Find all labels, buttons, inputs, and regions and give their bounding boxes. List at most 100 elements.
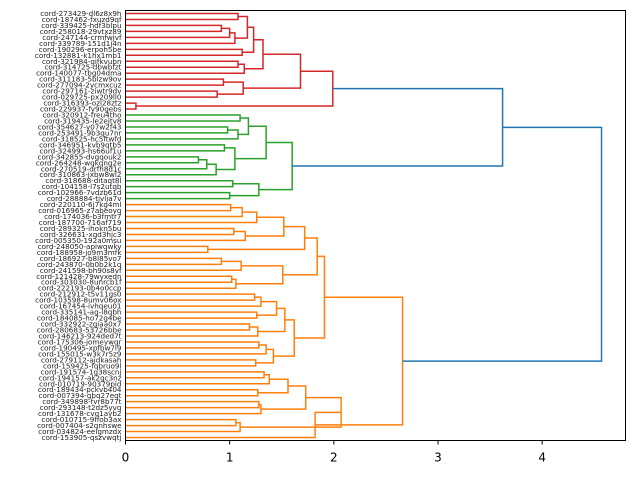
dendrogram-link [245, 216, 285, 237]
leaf-label: cord-220110-6j7kg4ml [40, 200, 122, 209]
leaf-label: cord-155015-w3k7r5z9 [38, 349, 122, 358]
dendrogram-link [125, 296, 262, 307]
leaf-label: cord-326631-xgd3hjc3 [40, 230, 121, 239]
leaf-label: cord-174036-b3fmtr7 [44, 212, 121, 221]
x-axis: 0 1 2 3 4 [122, 440, 546, 465]
leaf-label: cord-159425-fqbruo9l [43, 361, 122, 370]
dendrogram-link [125, 227, 235, 236]
dendrogram-link [125, 27, 231, 39]
dendrogram-link [125, 371, 265, 379]
dendrogram-link [125, 90, 218, 98]
dendrogram-link [125, 203, 232, 212]
dendrogram-links [125, 12, 603, 439]
dendrogram-link [256, 300, 278, 316]
dendrogram-link [125, 159, 208, 170]
leaf-label: cord-339789-151d1j4n [39, 39, 121, 48]
leaf-label: cord-288884-tjvlja7v [47, 194, 122, 203]
dendrogram-link [235, 265, 284, 285]
dendrogram-link [125, 24, 223, 33]
leaf-label: cord-248050-apiwqwky [38, 242, 123, 251]
dendrogram-link [125, 126, 229, 134]
leaf-label: cord-229937-fy90gebs [40, 105, 122, 114]
leaf-label: cord-184085-ho72g4be [37, 314, 122, 323]
dendrogram-link [125, 275, 233, 283]
leaf-label: cord-310863-jxbw8wl2 [39, 170, 121, 179]
dendrogram-link [125, 12, 239, 21]
dendrogram-link [125, 374, 270, 385]
leaf-label: cord-140077-tbg04dma [36, 69, 121, 78]
leaf-label: cord-191574-1g38scnj [41, 367, 122, 376]
leaf-label: cord-297161-ziwtr9dv [42, 87, 122, 96]
dendrogram-link [135, 70, 334, 107]
dendrogram-link [125, 326, 259, 337]
leaf-label: cord-354627-y07w2f43 [38, 122, 122, 131]
leaf-label: cord-324993-hs66uf1u [39, 146, 121, 155]
dendrogram-link [125, 63, 245, 74]
leaf-label: cord-188958-jo9m3mfk [37, 248, 122, 257]
dendrogram-link [125, 60, 239, 68]
dendrogram-link [294, 255, 326, 339]
leaf-label: cord-243870-0b0b2k1q [37, 260, 122, 269]
leaf-label: cord-194157-ak2gc3nz [39, 373, 122, 382]
dendrogram-link [125, 129, 239, 140]
leaf-label: cord-280683-53726bbe [37, 326, 122, 335]
dendrogram-link [125, 114, 241, 122]
x-tick-label: 0 [122, 451, 130, 465]
leaf-label: cord-029725-px209ll0 [42, 93, 122, 102]
dendrogram-link [217, 81, 244, 95]
leaf-label: cord-190495-xpfbw7l9 [40, 343, 122, 352]
dendrogram-link [273, 319, 295, 357]
leaf-label: cord-303030-8unrcb1f [41, 278, 122, 287]
dendrogram-link [125, 102, 137, 110]
dendrogram-link [260, 385, 307, 410]
dendrogram-link [125, 179, 234, 188]
x-tick-label: 1 [226, 451, 234, 465]
leaf-label: cord-167454-ivhqeu01 [40, 302, 122, 311]
leaf-label: cord-349898-fvr8b77t [42, 397, 121, 406]
dendrogram-link [125, 156, 200, 164]
leaf-label: cord-153905-qszvwqtj [42, 433, 122, 442]
leaf-label: cord-222193-0b4o0ccp [38, 284, 122, 293]
leaf-label: cord-320912-freu4tho [42, 111, 121, 120]
leaf-label: cord-010715-9ffob3ax [41, 415, 122, 424]
dendrogram-link [125, 418, 237, 427]
leaf-label: cord-319435-le2ejtv8 [44, 116, 122, 125]
dendrogram-link [243, 53, 302, 89]
dendrogram-link [315, 296, 404, 426]
leaf-label: cord-277094-2ycmxcuz [37, 81, 122, 90]
leaf-label: cord-270519-drfh8d1c [41, 164, 122, 173]
leaf-label: cord-253491-9b3qu7nr [38, 128, 121, 137]
dendrogram-link [207, 225, 306, 251]
leaf-label: cord-339425-hdf3blpu [41, 21, 121, 30]
dendrogram-link [125, 206, 243, 218]
leaf-label: cord-314725-dbwbfzt [44, 63, 121, 72]
leaf-label: cord-318525-hc5ftwfd [42, 134, 122, 143]
dendrogram-link [125, 359, 257, 367]
leaf-label: cord-342855-dvgqouk2 [38, 152, 122, 161]
dendrogram-link [125, 311, 258, 319]
dendrogram-link [125, 257, 223, 266]
leaf-label: cord-189434-pckvb404 [38, 385, 122, 394]
x-tick-label: 3 [434, 451, 442, 465]
dendrogram-link [125, 388, 259, 397]
leaf-label: cord-016965-z7abeoyq [38, 206, 121, 215]
leaf-label: cord-311183-5blzw9ov [39, 75, 122, 84]
leaf-label: cord-318688-ditaqt8l [45, 176, 121, 185]
dendrogram-link [125, 245, 209, 254]
leaf-label: cord-132881-k1hx1mb1 [35, 51, 122, 60]
leaf-label: cord-005350-192a0msu [35, 236, 121, 245]
dendrogram-link [402, 126, 603, 362]
dendrogram-link [125, 411, 342, 439]
dendrogram-link [257, 307, 286, 333]
dendrogram-link [282, 237, 318, 276]
dendrogram-link [234, 125, 267, 160]
plot-frame [125, 10, 626, 441]
dendrogram-link [125, 278, 237, 289]
dendrogram-link [125, 260, 242, 272]
dendrogram-link [125, 323, 251, 331]
leaf-label: cord-103598-8umv06ox [35, 296, 122, 305]
dendrogram-link [125, 144, 226, 152]
leaf-label: cord-102966-7vdzb61d [38, 188, 122, 197]
leaf-label: cord-293148-t2dz5yvq [40, 403, 122, 412]
